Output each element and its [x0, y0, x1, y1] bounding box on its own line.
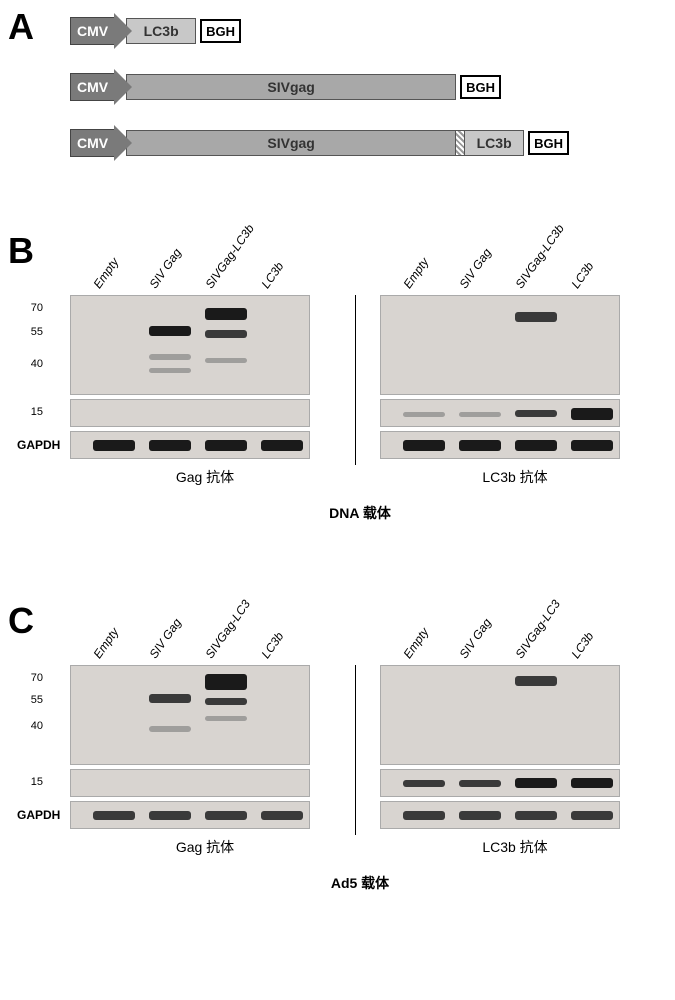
antibody-caption-gag: Gag 抗体 [70, 467, 340, 487]
antibody-caption-gag: Gag 抗体 [70, 837, 340, 857]
lane-label: SIVGag-LC3b [513, 222, 567, 291]
panel-b-lc3b-group: Empty SIV Gag SIVGag-LC3b LC3b LC3b 抗体 [380, 225, 650, 487]
gel-b-gag-15: 15 [70, 399, 310, 427]
gel-b-gag-main: 70 55 40 [70, 295, 310, 395]
gel-c-gag-main: 70 55 40 [70, 665, 310, 765]
panel-c-gag-group: Empty SIV Gag SIVGag-LC3 LC3b 70 55 40 1… [70, 595, 340, 857]
construct-lc3b: CMV LC3b BGH [70, 15, 650, 47]
lane-headers: Empty SIV Gag SIVGag-LC3b LC3b [70, 225, 340, 295]
panel-b-row: Empty SIV Gag SIVGag-LC3b LC3b 70 55 40 … [70, 225, 650, 487]
mw-40: 40 [31, 720, 43, 732]
mw-15: 15 [31, 406, 43, 418]
cmv-promoter: CMV [70, 71, 132, 103]
panel-c-lc3b-group: Empty SIV Gag SIVGag-LC3 LC3b LC3b 抗体 [380, 595, 650, 857]
vertical-divider [355, 295, 356, 465]
lane-label: Empty [401, 625, 432, 661]
gel-c-lc3b-15 [380, 769, 620, 797]
sivgag-gene-box: SIVgag [126, 130, 456, 156]
gel-b-lc3b-15 [380, 399, 620, 427]
panel-a-constructs: CMV LC3b BGH CMV SIVgag BGH CMV SIVgag L… [70, 15, 650, 183]
bgh-terminator: BGH [460, 75, 501, 99]
lane-label: LC3b [259, 259, 287, 291]
cmv-promoter: CMV [70, 15, 132, 47]
lane-label: SIV Gag [147, 616, 184, 661]
gapdh-label: GAPDH [17, 438, 60, 452]
bgh-terminator: BGH [200, 19, 241, 43]
lane-label: Empty [91, 255, 122, 291]
lane-label: Empty [91, 625, 122, 661]
sivgag-gene-box: SIVgag [126, 74, 456, 100]
lane-label: SIV Gag [457, 246, 494, 291]
mw-70: 70 [31, 302, 43, 314]
mw-70: 70 [31, 672, 43, 684]
lane-label: SIV Gag [147, 246, 184, 291]
antibody-caption-lc3b: LC3b 抗体 [380, 837, 650, 857]
lane-label: LC3b [569, 259, 597, 291]
lc3b-gene-box: LC3b [464, 130, 524, 156]
arrow-tip-icon [114, 69, 132, 105]
lane-headers: Empty SIV Gag SIVGag-LC3b LC3b [380, 225, 650, 295]
mw-55: 55 [31, 694, 43, 706]
lane-label: SIVGag-LC3b [203, 222, 257, 291]
lc3b-gene-box: LC3b [126, 18, 196, 44]
gel-c-lc3b-gapdh [380, 801, 620, 829]
cmv-label: CMV [70, 73, 115, 101]
gel-c-lc3b-main [380, 665, 620, 765]
lane-label: Empty [401, 255, 432, 291]
gel-b-lc3b-gapdh [380, 431, 620, 459]
mw-15: 15 [31, 776, 43, 788]
lane-label: SIVGag-LC3 [203, 597, 253, 661]
panel-letter-c: C [8, 600, 34, 642]
arrow-tip-icon [114, 13, 132, 49]
panel-letter-a: A [8, 6, 34, 48]
vector-caption-dna: DNA 载体 [70, 503, 650, 523]
vector-caption-ad5: Ad5 载体 [70, 873, 650, 893]
lane-label: LC3b [569, 629, 597, 661]
gapdh-label: GAPDH [17, 808, 60, 822]
gel-c-gag-gapdh: GAPDH [70, 801, 310, 829]
gel-c-gag-15: 15 [70, 769, 310, 797]
construct-sivgag: CMV SIVgag BGH [70, 71, 650, 103]
cmv-promoter: CMV [70, 127, 132, 159]
cmv-label: CMV [70, 129, 115, 157]
lane-label: SIV Gag [457, 616, 494, 661]
lane-label: SIVGag-LC3 [513, 597, 563, 661]
lane-label: LC3b [259, 629, 287, 661]
gel-b-lc3b-main [380, 295, 620, 395]
panel-b: Empty SIV Gag SIVGag-LC3b LC3b 70 55 40 … [70, 225, 650, 523]
arrow-tip-icon [114, 125, 132, 161]
antibody-caption-lc3b: LC3b 抗体 [380, 467, 650, 487]
cmv-label: CMV [70, 17, 115, 45]
mw-55: 55 [31, 326, 43, 338]
lane-headers: Empty SIV Gag SIVGag-LC3 LC3b [380, 595, 650, 665]
mw-40: 40 [31, 358, 43, 370]
panel-c: Empty SIV Gag SIVGag-LC3 LC3b 70 55 40 1… [70, 595, 650, 893]
panel-letter-b: B [8, 230, 34, 272]
panel-c-row: Empty SIV Gag SIVGag-LC3 LC3b 70 55 40 1… [70, 595, 650, 857]
panel-b-gag-group: Empty SIV Gag SIVGag-LC3b LC3b 70 55 40 … [70, 225, 340, 487]
vertical-divider [355, 665, 356, 835]
gel-b-gag-gapdh: GAPDH [70, 431, 310, 459]
lane-headers: Empty SIV Gag SIVGag-LC3 LC3b [70, 595, 340, 665]
bgh-terminator: BGH [528, 131, 569, 155]
construct-sivgag-lc3b: CMV SIVgag LC3b BGH [70, 127, 650, 159]
linker-region [455, 130, 465, 156]
